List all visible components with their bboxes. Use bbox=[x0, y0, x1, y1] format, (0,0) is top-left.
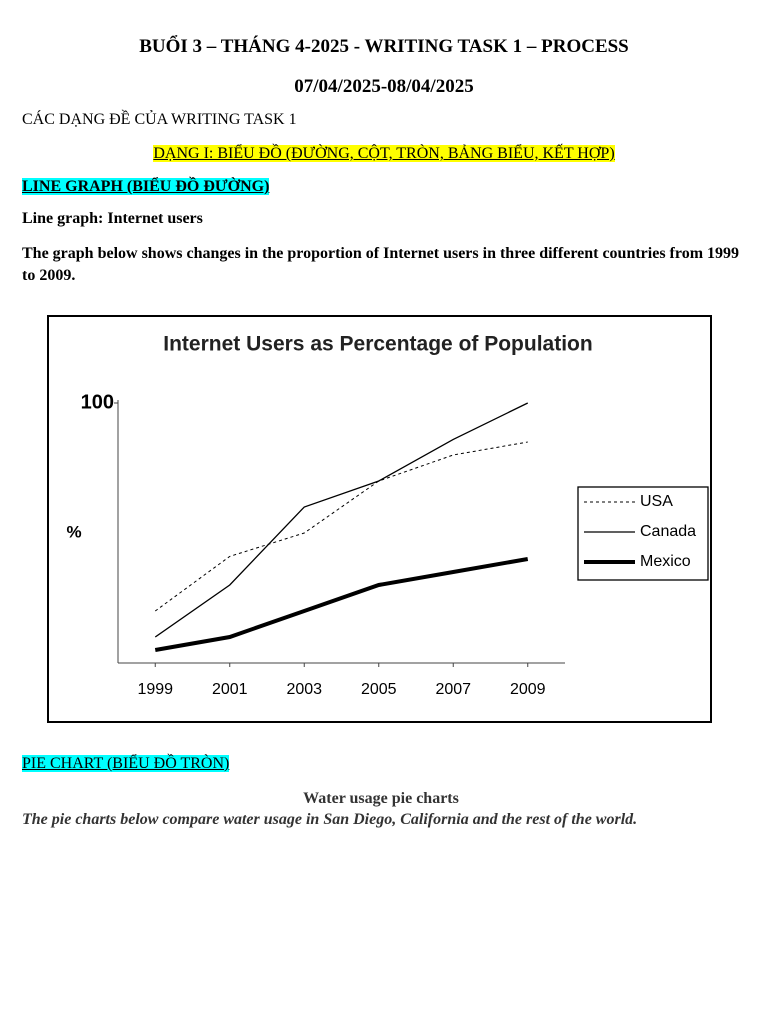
line-prompt: The graph below shows changes in the pro… bbox=[22, 245, 740, 284]
doc-title: BUỔI 3 – THÁNG 4-2025 - WRITING TASK 1 –… bbox=[139, 36, 629, 57]
legend-box bbox=[577, 486, 709, 581]
legend-label: Canada bbox=[640, 523, 696, 540]
series-line bbox=[154, 557, 529, 652]
series-line bbox=[154, 402, 529, 638]
chart-title: Internet Users as Percentage of Populati… bbox=[163, 333, 592, 356]
section-heading: CÁC DẠNG ĐỀ CỦA WRITING TASK 1 bbox=[22, 111, 297, 128]
legend-label: Mexico bbox=[640, 553, 691, 570]
x-tick-label: 2003 bbox=[286, 681, 322, 698]
pie-heading: PIE CHART (BIỂU ĐỒ TRÒN) bbox=[22, 755, 230, 772]
type-heading: DẠNG I: BIỂU ĐỒ (ĐƯỜNG, CỘT, TRÒN, BẢNG … bbox=[153, 145, 615, 162]
pie-prompt: The pie charts below compare water usage… bbox=[22, 811, 638, 828]
y-tick-label: 100 bbox=[81, 391, 114, 413]
line-heading: LINE GRAPH (BIỂU ĐỒ ĐƯỜNG) bbox=[22, 178, 270, 195]
x-tick-label: 2005 bbox=[361, 681, 397, 698]
doc-date: 07/04/2025-08/04/2025 bbox=[294, 76, 474, 97]
chart: Internet Users as Percentage of Populati… bbox=[47, 315, 712, 723]
pie-title: Water usage pie charts bbox=[303, 790, 459, 807]
x-tick-label: 2009 bbox=[510, 681, 546, 698]
x-tick-label: 1999 bbox=[137, 681, 173, 698]
line-subtitle: Line graph: Internet users bbox=[22, 210, 203, 227]
legend-label: USA bbox=[640, 493, 673, 510]
x-tick-label: 2001 bbox=[212, 681, 248, 698]
y-axis-label: % bbox=[66, 522, 81, 541]
x-tick-label: 2007 bbox=[435, 681, 471, 698]
